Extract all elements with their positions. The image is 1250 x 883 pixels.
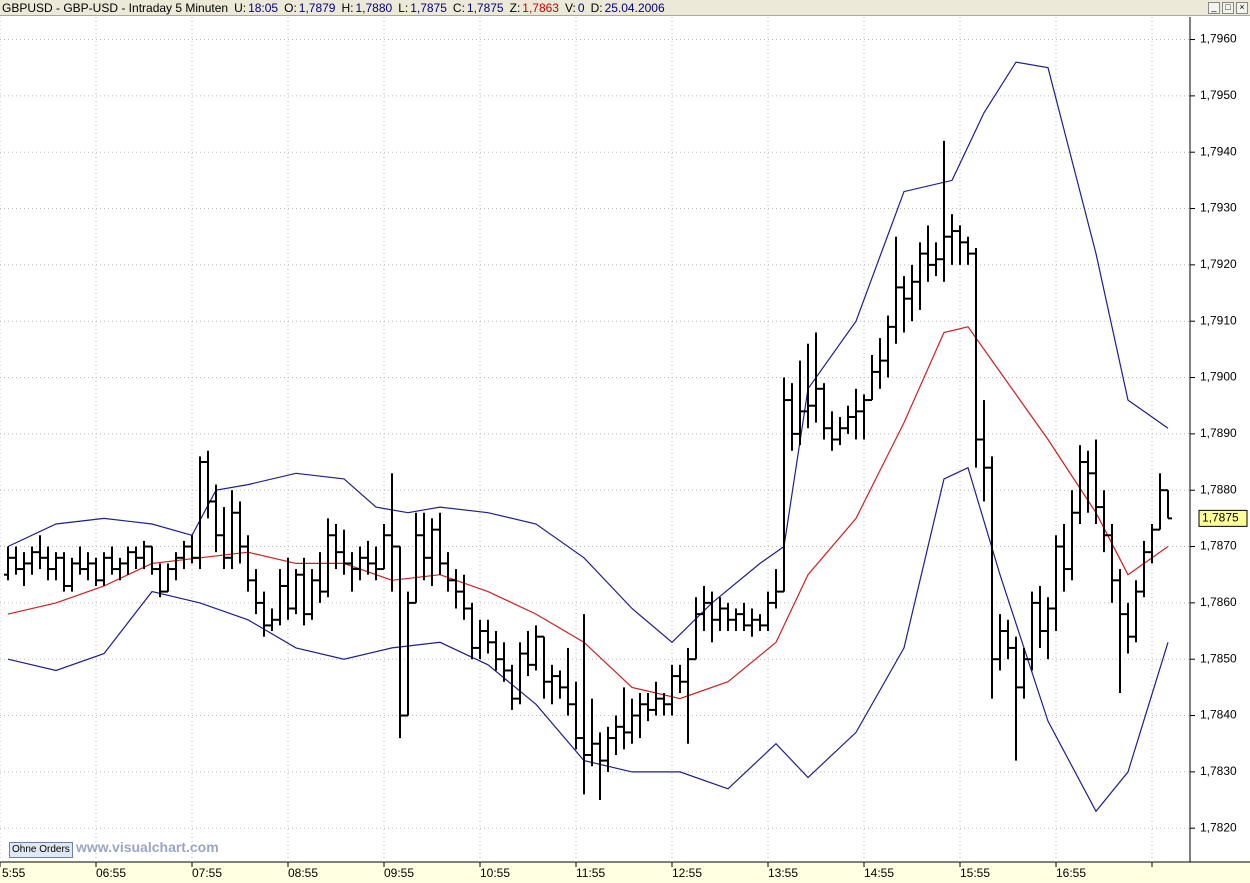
y-tick-label: 1,7860 <box>1200 595 1237 609</box>
last-price-label: 1,7875 <box>1202 511 1239 525</box>
field-value: 18:05 <box>248 1 279 15</box>
field-label: V: <box>564 1 576 15</box>
x-tick-label: 08:55 <box>288 866 318 880</box>
y-tick-label: 1,7900 <box>1200 370 1237 384</box>
field-label: H: <box>341 1 354 15</box>
x-tick-label: 11:55 <box>576 866 605 880</box>
field-label: C: <box>452 1 465 15</box>
maximize-button[interactable]: □ <box>1222 2 1234 14</box>
field-label: D: <box>590 1 603 15</box>
x-tick-label: 13:55 <box>768 866 798 880</box>
y-tick-label: 1,7920 <box>1200 257 1237 271</box>
field-value: 1,7875 <box>410 1 447 15</box>
x-tick-label: 16:55 <box>1056 866 1086 880</box>
axes: 1,7820 1,7830 1,7840 1,7850 1,7860 1,7870 1,78… <box>0 32 1248 880</box>
y-tick-label: 1,7840 <box>1200 708 1237 722</box>
x-tick-label: 09:55 <box>384 866 414 880</box>
field-label: U: <box>234 1 247 15</box>
y-tick-label: 1,7820 <box>1200 820 1237 834</box>
indicator-lines <box>7 61 1169 813</box>
header-fields: U: 18:05 O: 1,7879 H: 1,7880 L: 1,7875 C: 1,7875 Z… <box>228 1 665 15</box>
price-bars <box>4 140 1172 801</box>
field-value: 25.04.2006 <box>604 1 665 15</box>
x-tick-label: 5:55 <box>2 866 26 880</box>
x-tick-label: 15:55 <box>960 866 990 880</box>
field-label: Z: <box>509 1 521 15</box>
x-tick-label: 07:55 <box>192 866 222 880</box>
field-label: L: <box>398 1 409 15</box>
indicator-line <box>7 466 1169 813</box>
symbol: GBPUSD - GBP-USD - Intraday 5 Minuten <box>2 1 229 15</box>
plot-area <box>0 17 1190 862</box>
field-value: 1,7880 <box>355 1 393 15</box>
last-price-box <box>1198 509 1248 527</box>
y-tick-label: 1,7950 <box>1200 88 1237 102</box>
y-tick-label: 1,7960 <box>1200 32 1237 46</box>
y-tick-label: 1,7890 <box>1200 426 1237 440</box>
field-value: 1,7863 <box>522 1 559 15</box>
y-tick-label: 1,7930 <box>1200 201 1237 215</box>
close-button[interactable]: × <box>1236 2 1248 14</box>
field-value: 0 <box>577 1 585 15</box>
orders-button[interactable]: Ohne Orders <box>9 842 73 858</box>
x-axis-band <box>0 862 1250 883</box>
indicator-line <box>7 61 1169 644</box>
x-tick-label: 10:55 <box>480 866 510 880</box>
grid <box>0 17 1190 862</box>
watermark: www.visualchart.com <box>76 839 219 855</box>
field-value: 1,7875 <box>466 1 504 15</box>
field-value: 1,7879 <box>298 1 336 15</box>
x-tick-label: 06:55 <box>96 866 126 880</box>
indicator-line <box>7 326 1169 700</box>
field-label: O: <box>284 1 297 15</box>
y-tick-label: 1,7850 <box>1200 651 1237 665</box>
window-buttons: _ □ × <box>1206 2 1248 14</box>
header: GBPUSD - GBP-USD - Intraday 5 Minuten U: 1… <box>0 0 1250 16</box>
y-axis-band <box>1190 17 1250 862</box>
y-tick-label: 1,7870 <box>1200 539 1237 553</box>
minimize-button[interactable]: _ <box>1208 2 1220 14</box>
x-tick-label: 12:55 <box>672 866 702 880</box>
x-tick-label: 14:55 <box>864 866 894 880</box>
y-tick-label: 1,7830 <box>1200 764 1237 778</box>
y-tick-label: 1,7880 <box>1200 482 1237 496</box>
y-tick-label: 1,7910 <box>1200 313 1237 327</box>
y-tick-label: 1,7940 <box>1200 144 1237 158</box>
